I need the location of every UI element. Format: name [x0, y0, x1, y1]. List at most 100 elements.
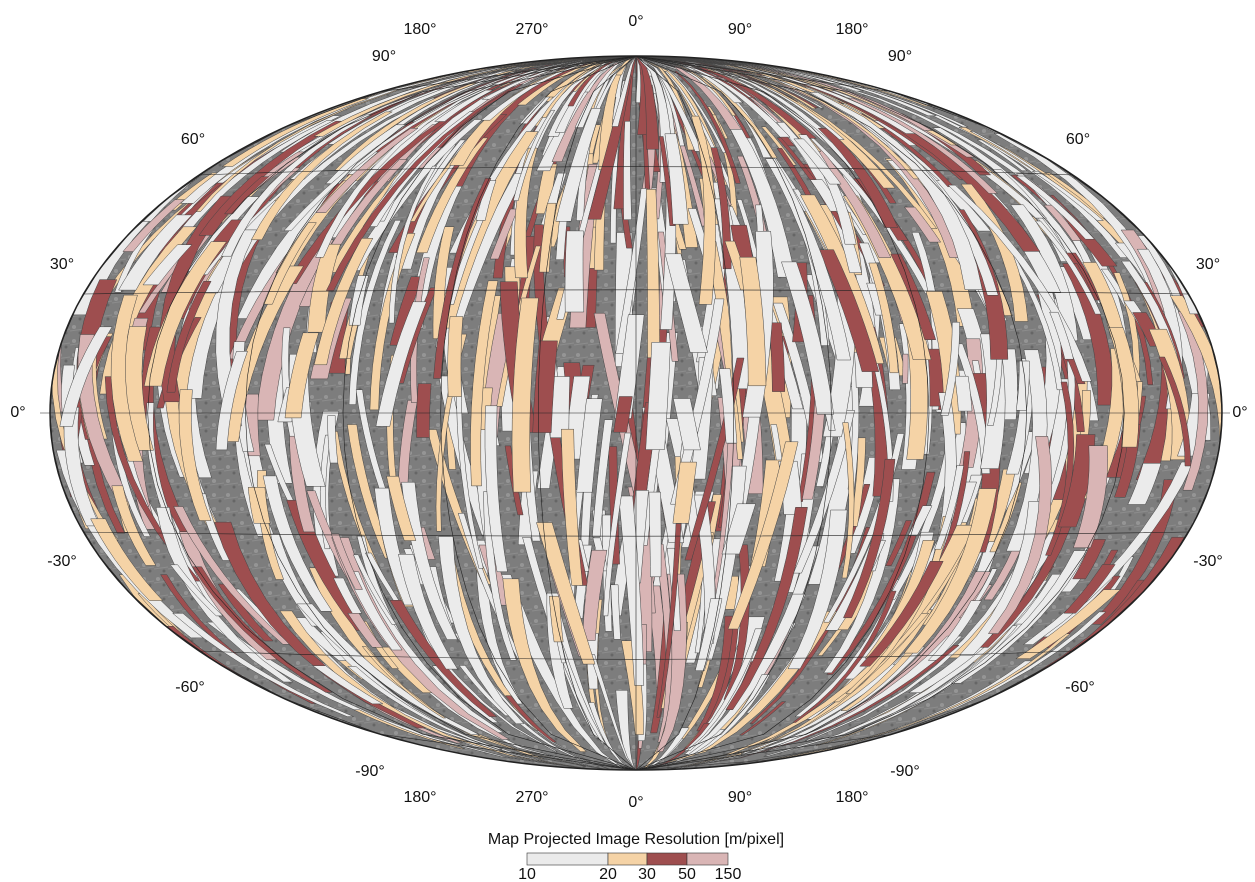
image-strip	[645, 342, 671, 450]
image-strip	[661, 65, 727, 153]
image-strip	[715, 67, 845, 140]
image-strip	[172, 613, 354, 717]
image-strip	[331, 431, 382, 572]
image-strip	[1049, 311, 1074, 360]
image-strip	[947, 184, 1092, 382]
legend-tick-label: 20	[599, 866, 617, 882]
image-strip	[768, 322, 786, 392]
image-strip	[110, 294, 144, 462]
image-strip	[492, 56, 637, 85]
latitude-label: 60°	[1066, 131, 1090, 148]
image-strip	[903, 206, 942, 243]
globe	[50, 56, 1222, 770]
image-strip	[191, 566, 334, 693]
image-strip	[594, 599, 612, 748]
image-strip	[1072, 445, 1108, 549]
image-strip	[59, 326, 113, 427]
image-strip	[178, 389, 212, 521]
image-strip	[903, 488, 998, 654]
image-strip	[868, 262, 899, 374]
image-strip	[673, 70, 741, 184]
image-strip	[793, 410, 855, 574]
latitude-label: 30°	[50, 256, 74, 273]
image-strip	[1072, 539, 1106, 580]
image-strip	[808, 92, 983, 290]
image-strip	[1063, 564, 1116, 614]
image-strip	[195, 72, 466, 212]
image-strip	[894, 113, 992, 176]
image-strip	[262, 222, 317, 305]
image-strip	[398, 554, 459, 670]
image-strip	[576, 398, 603, 493]
image-strip	[346, 571, 403, 651]
image-strip	[375, 301, 427, 427]
image-strip	[615, 690, 635, 770]
image-strip	[611, 56, 637, 127]
image-strip	[823, 433, 905, 623]
image-strip	[504, 695, 558, 743]
image-strip	[361, 646, 447, 719]
legend-tick-label: 10	[518, 866, 536, 882]
image-strip	[1034, 220, 1102, 315]
image-strip	[645, 189, 660, 359]
image-strip	[255, 239, 334, 421]
image-strip	[664, 133, 689, 225]
image-strip	[284, 332, 320, 419]
image-strip	[63, 407, 101, 527]
image-strip	[169, 564, 224, 617]
image-strip	[1127, 463, 1162, 505]
image-strip	[118, 214, 193, 291]
image-strip	[142, 244, 193, 286]
image-strip	[987, 436, 1053, 634]
latitude-label: 90°	[372, 48, 396, 65]
image-strip	[561, 428, 583, 586]
image-strip	[1031, 170, 1105, 221]
latitude-label: 30°	[1196, 256, 1220, 273]
image-strip	[574, 56, 637, 128]
image-strip	[262, 475, 333, 612]
image-strip	[155, 507, 294, 683]
image-strip	[683, 628, 763, 751]
image-strip	[311, 665, 384, 705]
image-strip	[623, 121, 632, 220]
image-strip	[348, 275, 369, 326]
longitude-label: 180°	[403, 789, 436, 806]
image-strip	[818, 249, 880, 372]
image-strip	[635, 56, 791, 138]
image-strip	[173, 506, 291, 645]
image-strip	[555, 108, 602, 222]
image-strip	[1169, 295, 1222, 445]
image-strip	[764, 158, 852, 361]
image-strip	[738, 701, 787, 736]
longitude-label: 90°	[728, 21, 752, 38]
image-strip	[613, 396, 633, 433]
image-strip	[401, 481, 458, 640]
image-strip	[369, 233, 416, 411]
longitude-label: 180°	[835, 21, 868, 38]
image-strip	[333, 577, 363, 614]
image-strip	[635, 727, 690, 770]
latitude-label: 60°	[181, 131, 205, 148]
image-strip	[353, 709, 465, 749]
image-strip	[826, 471, 936, 675]
image-strip	[484, 405, 508, 573]
latitude-label: -60°	[1065, 679, 1095, 696]
image-strip	[710, 147, 732, 270]
latitude-label: -30°	[1193, 553, 1223, 570]
image-strip	[934, 465, 964, 550]
image-strip	[315, 128, 419, 213]
image-strip	[582, 549, 608, 641]
image-strip	[447, 316, 464, 397]
legend-tick-label: 30	[638, 866, 656, 882]
legend-tick-label: 150	[715, 866, 742, 882]
image-strip	[415, 137, 489, 254]
image-strip	[77, 334, 133, 502]
image-strip	[739, 256, 767, 387]
image-strip	[491, 56, 637, 76]
image-strip	[588, 702, 637, 770]
image-strip	[348, 220, 402, 405]
image-strip	[960, 183, 1029, 322]
image-strip	[536, 522, 596, 665]
image-strip	[791, 590, 897, 723]
